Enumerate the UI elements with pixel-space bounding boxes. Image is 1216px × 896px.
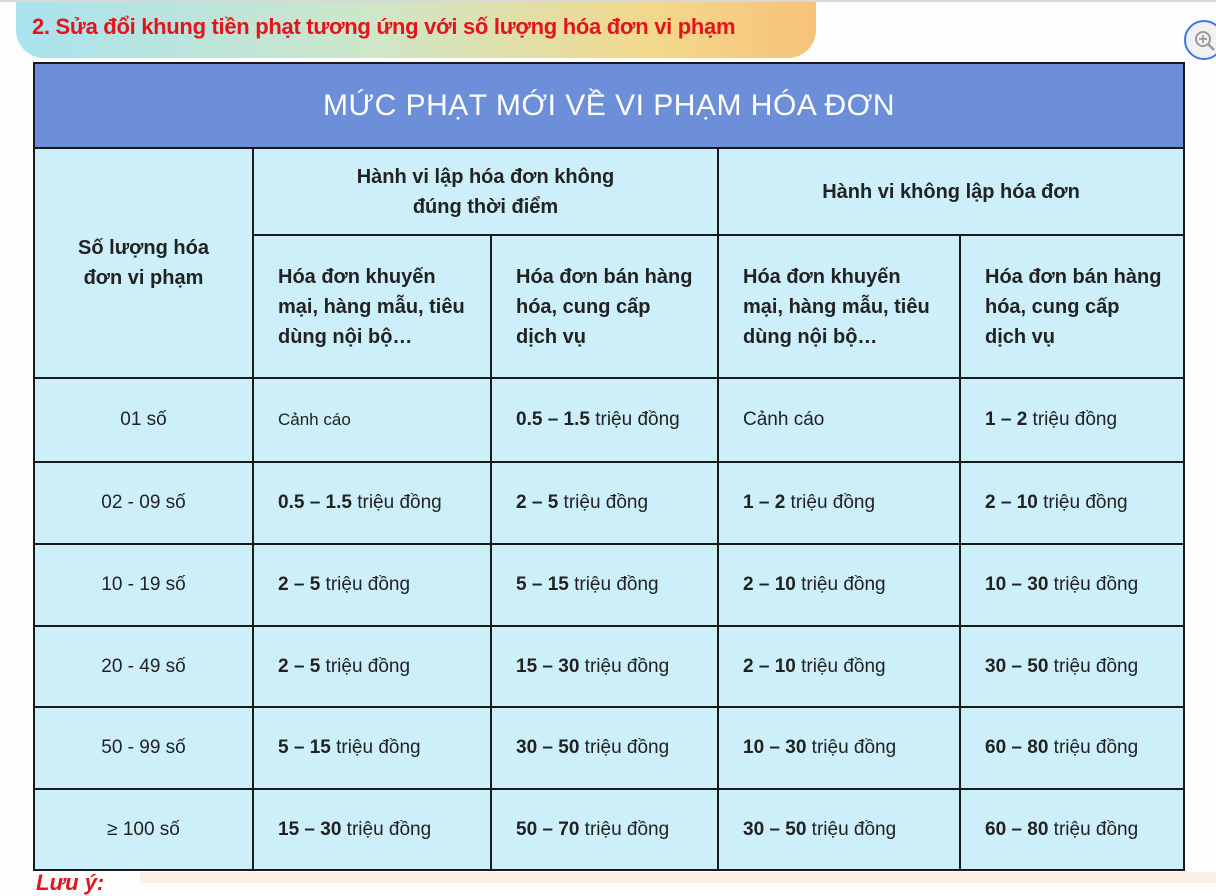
fine-cell: Cảnh cáo (252, 377, 492, 463)
fine-range: 5 – 15 (516, 574, 569, 595)
row-label: 01 số (33, 377, 254, 463)
subheader: Hóa đơn khuyến mại, hàng mẫu, tiêu dùng … (252, 234, 492, 379)
row-label: 10 - 19 số (33, 543, 254, 627)
fine-range: 60 – 80 (985, 737, 1049, 758)
fine-cell: 10 – 30 triệu đồng (717, 706, 961, 790)
top-divider (0, 0, 1216, 2)
fine-range: 2 – 10 (743, 574, 796, 595)
fine-cell: 1 – 2 triệu đồng (717, 461, 961, 545)
fine-unit: triệu đồng (568, 574, 659, 595)
table-title: MỨC PHẠT MỚI VỀ VI PHẠM HÓA ĐƠN (32, 62, 1186, 149)
fine-range: 15 – 30 (516, 655, 580, 677)
fine-range: 1 – 2 (985, 409, 1028, 430)
row-label: ≥ 100 số (33, 788, 254, 871)
fine-cell: 50 – 70 triệu đồng (490, 788, 719, 871)
subheader: Hóa đơn bán hàng hóa, cung cấp dịch vụ (958, 234, 1186, 379)
fine-cell: 1 – 2 triệu đồng (958, 377, 1186, 463)
fine-range: 5 – 15 (278, 737, 331, 758)
fine-unit: triệu đồng (806, 737, 897, 758)
fine-unit: triệu đồng (795, 574, 886, 595)
fine-range: 30 – 50 (516, 737, 580, 758)
fine-unit: triệu đồng (1048, 737, 1139, 758)
fine-unit: triệu đồng (1027, 409, 1118, 430)
table-row: ≥ 100 số 15 – 30 triệu đồng 50 – 70 triệu … (33, 788, 1186, 871)
fine-unit: triệu đồng (1048, 818, 1139, 840)
fine-unit: triệu đồng (330, 737, 421, 758)
section-heading: 2. Sửa đổi khung tiền phạt tương ứng với… (16, 2, 816, 58)
fine-cell: 2 – 5 triệu đồng (252, 625, 492, 708)
fine-range: 60 – 80 (985, 818, 1049, 840)
row-label: 02 - 09 số (33, 461, 254, 545)
fine-unit: triệu đồng (1048, 574, 1139, 595)
fine-unit: triệu đồng (1037, 492, 1128, 513)
fine-cell: 30 – 50 triệu đồng (490, 706, 719, 790)
table-row: 20 - 49 số 2 – 5 triệu đồng 15 – 30 triệu … (33, 625, 1186, 708)
fine-unit: triệu đồng (341, 818, 432, 840)
fine-cell: 2 – 10 triệu đồng (958, 461, 1186, 545)
table-row: 01 số Cảnh cáo 0.5 – 1.5 triệu đồng Cảnh cá… (33, 377, 1186, 463)
fine-cell: Cảnh cáo (717, 377, 961, 463)
fine-cell: 30 – 50 triệu đồng (958, 625, 1186, 708)
fine-unit: triệu đồng (320, 574, 411, 595)
table-row: 02 - 09 số 0.5 – 1.5 triệu đồng 2 – 5 triệ… (33, 461, 1186, 545)
subheader: Hóa đơn bán hàng hóa, cung cấp dịch vụ (490, 234, 719, 379)
table-row: 10 - 19 số 2 – 5 triệu đồng 5 – 15 triệu đ… (33, 543, 1186, 627)
fine-cell: 2 – 10 triệu đồng (717, 625, 961, 708)
fine-range: 30 – 50 (985, 655, 1049, 677)
fine-range: 30 – 50 (743, 818, 807, 840)
fine-range: 2 – 10 (743, 655, 796, 677)
fine-unit: Cảnh cáo (743, 409, 825, 430)
fine-unit: triệu đồng (351, 492, 442, 513)
fine-unit: triệu đồng (320, 655, 411, 677)
subheader: Hóa đơn khuyến mại, hàng mẫu, tiêu dùng … (717, 234, 961, 379)
fine-range: 1 – 2 (743, 492, 786, 513)
fine-cell: 0.5 – 1.5 triệu đồng (490, 377, 719, 463)
fine-unit: Cảnh cáo (278, 410, 351, 429)
fine-cell: 10 – 30 triệu đồng (958, 543, 1186, 627)
fine-cell: 0.5 – 1.5 triệu đồng (252, 461, 492, 545)
fine-cell: 2 – 5 triệu đồng (252, 543, 492, 627)
fine-cell: 30 – 50 triệu đồng (717, 788, 961, 871)
fine-range: 10 – 30 (743, 737, 807, 758)
section-heading-text: 2. Sửa đổi khung tiền phạt tương ứng với… (32, 14, 736, 39)
fine-range: 0.5 – 1.5 (278, 492, 352, 513)
fine-cell: 15 – 30 triệu đồng (252, 788, 492, 871)
fine-unit: triệu đồng (795, 655, 886, 677)
fine-range: 2 – 5 (516, 492, 559, 513)
note-background (140, 872, 1216, 883)
fine-unit: triệu đồng (589, 409, 680, 430)
fine-range: 2 – 10 (985, 492, 1038, 513)
fine-cell: 2 – 10 triệu đồng (717, 543, 961, 627)
row-label: 20 - 49 số (33, 625, 254, 708)
fine-range: 0.5 – 1.5 (516, 409, 590, 430)
group-header: Hành vi không lập hóa đơn (716, 147, 1186, 236)
row-header: Số lượng hóa đơn vi phạm (33, 147, 254, 379)
fine-cell: 60 – 80 triệu đồng (958, 788, 1186, 871)
fine-range: 15 – 30 (278, 818, 342, 840)
fine-range: 10 – 30 (985, 574, 1049, 595)
table-row: 50 - 99 số 5 – 15 triệu đồng 30 – 50 triệu… (33, 706, 1186, 790)
fine-unit: triệu đồng (1048, 655, 1139, 677)
group-header: Hành vi lập hóa đơn không đúng thời điểm (252, 147, 719, 236)
fine-cell: 5 – 15 triệu đồng (252, 706, 492, 790)
fine-table: MỨC PHẠT MỚI VỀ VI PHẠM HÓA ĐƠN Số lượng… (32, 62, 1186, 871)
fine-cell: 5 – 15 triệu đồng (490, 543, 719, 627)
fine-unit: triệu đồng (579, 737, 670, 758)
fine-range: 50 – 70 (516, 818, 580, 840)
row-label: 50 - 99 số (33, 706, 254, 790)
fine-range: 2 – 5 (278, 574, 321, 595)
zoom-button[interactable] (1184, 20, 1216, 60)
fine-unit: triệu đồng (579, 818, 670, 840)
fine-unit: triệu đồng (785, 492, 876, 513)
fine-range: 2 – 5 (278, 655, 321, 677)
fine-unit: triệu đồng (806, 818, 897, 840)
fine-cell: 2 – 5 triệu đồng (490, 461, 719, 545)
fine-cell: 15 – 30 triệu đồng (490, 625, 719, 708)
note-label: Lưu ý: (36, 870, 105, 895)
fine-unit: triệu đồng (558, 492, 649, 513)
fine-unit: triệu đồng (579, 655, 670, 677)
fine-cell: 60 – 80 triệu đồng (958, 706, 1186, 790)
zoom-in-icon (1195, 31, 1215, 51)
